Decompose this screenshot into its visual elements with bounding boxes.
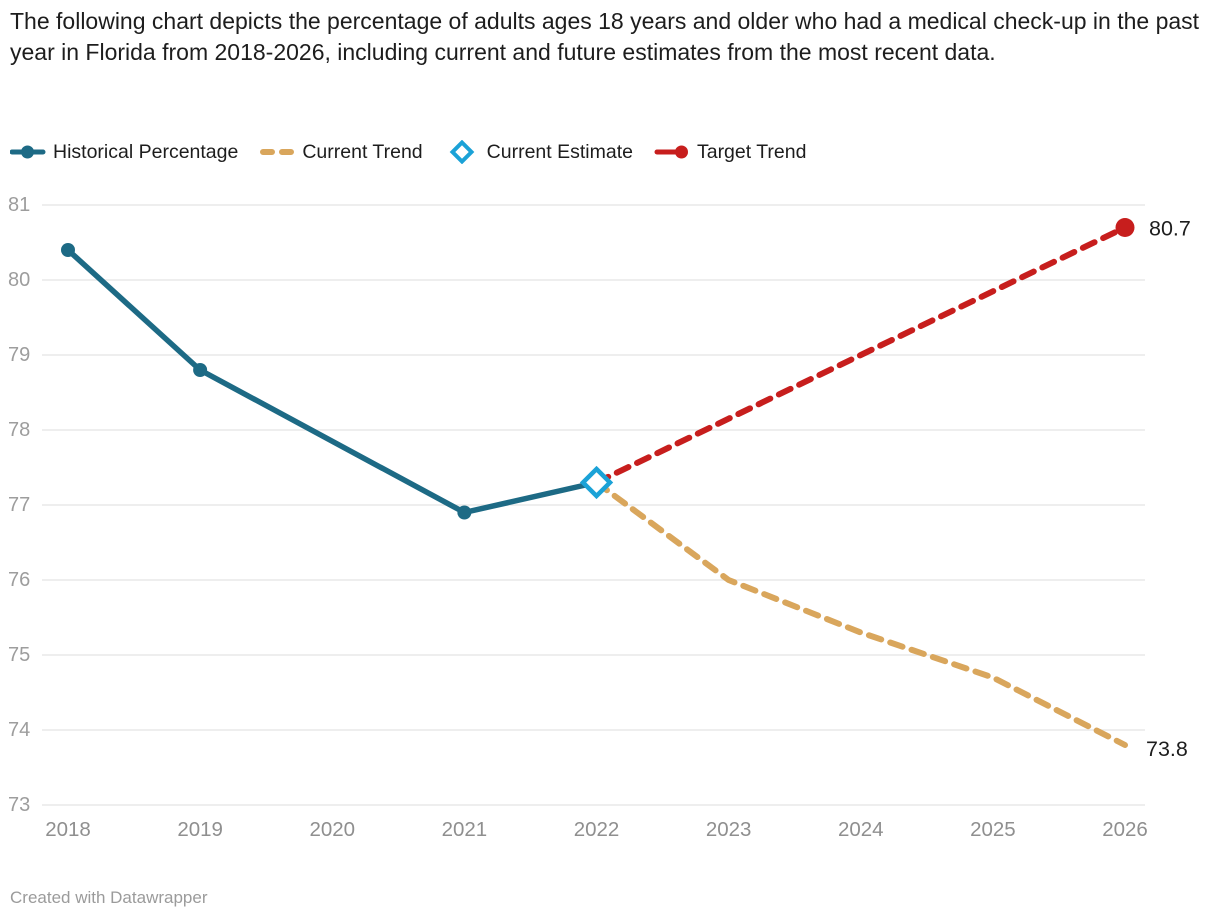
- y-tick-label: 78: [8, 419, 30, 441]
- historical-line: [65, 247, 600, 516]
- y-tick-label: 76: [8, 569, 30, 591]
- line-dot-icon: [10, 145, 46, 159]
- historical-point-dot: [61, 243, 75, 257]
- y-tick-label: 74: [8, 719, 30, 741]
- y-tick-label: 73: [8, 794, 30, 816]
- y-tick-label: 80: [8, 269, 30, 291]
- x-tick-label: 2025: [970, 818, 1016, 841]
- x-tick-label: 2022: [574, 818, 620, 841]
- legend-item-historical-percentage: Historical Percentage: [10, 140, 238, 164]
- x-tick-label: 2023: [706, 818, 752, 841]
- legend-item-target-trend: Target Trend: [654, 140, 806, 164]
- y-tick-label: 75: [8, 644, 30, 666]
- target-endpoint-dot: [1115, 218, 1135, 237]
- x-tick-label: 2019: [177, 818, 223, 841]
- target-trend-line: [593, 224, 1128, 486]
- current-trend-end-label: 73.8: [1146, 737, 1188, 761]
- legend-label: Target Trend: [696, 140, 807, 163]
- legend-item-current-estimate: Current Estimate: [444, 140, 633, 164]
- chart-description: The following chart depicts the percenta…: [10, 8, 1200, 65]
- legend-label: Current Estimate: [486, 140, 633, 163]
- dashes-icon: [260, 149, 295, 155]
- y-tick-label: 79: [8, 344, 30, 366]
- x-tick-label: 2018: [45, 818, 91, 841]
- target-end-label: 80.7: [1149, 217, 1191, 241]
- legend-label: Historical Percentage: [53, 140, 239, 163]
- historical-point-dot: [193, 363, 208, 377]
- diamond-icon: [449, 140, 474, 164]
- current-trend-line: [593, 479, 1128, 748]
- x-tick-label: 2026: [1102, 818, 1148, 841]
- y-tick-label: 77: [8, 494, 30, 516]
- historical-point-dot: [457, 505, 472, 520]
- x-tick-label: 2024: [838, 818, 884, 841]
- current-estimate-diamond: [579, 465, 614, 500]
- line-end-dot-icon: [654, 145, 688, 159]
- legend: Historical Percentage Current Trend Curren…: [10, 138, 806, 166]
- line-chart: 81 80 79 78 77 76 75 74 73 2018 2019 2020 2021 2022 20…: [8, 194, 1191, 841]
- x-tick-label: 2021: [442, 818, 488, 841]
- attribution: Created with Datawrapper: [10, 888, 208, 907]
- legend-item-current-trend: Current Trend: [259, 140, 423, 164]
- x-tick-label: 2020: [309, 818, 355, 841]
- y-tick-label: 81: [8, 194, 30, 216]
- legend-label: Current Trend: [302, 140, 423, 163]
